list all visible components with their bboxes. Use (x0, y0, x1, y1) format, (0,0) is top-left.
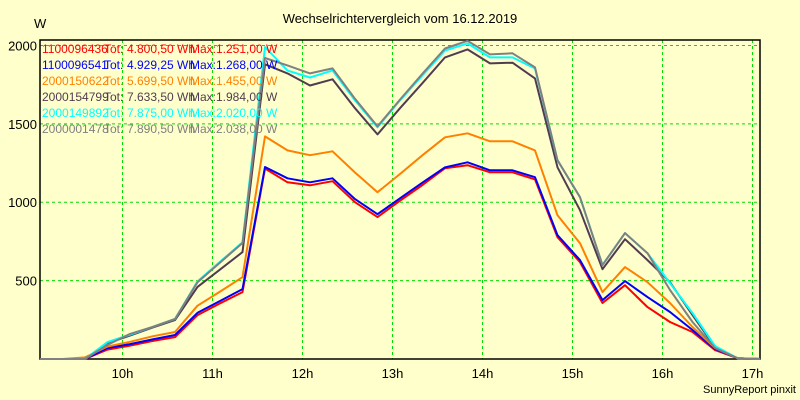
legend-tot: 7.890,50 Wh (127, 122, 196, 136)
x-tick-label: 15h (562, 366, 584, 381)
legend-name: 1100096541 (42, 58, 108, 72)
legend-max-label: Max: (190, 42, 217, 56)
series-line-1100096436 (40, 164, 761, 360)
plot-frame (39, 39, 761, 360)
legend-name: 2000150622 (42, 74, 109, 88)
legend-tot-label: Tot: (104, 58, 124, 72)
legend-tot: 7.633,50 Wh (127, 90, 196, 104)
legend-tot: 5.699,50 Wh (127, 74, 196, 88)
legend-tot: 7.875,00 Wh (127, 106, 196, 120)
legend-name: 2000001478 (42, 122, 109, 136)
y-axis-unit: W (34, 16, 47, 31)
legend-max: 1.251,00 W (216, 42, 278, 56)
legend-max-label: Max: (190, 106, 217, 120)
series-line-2000001478 (40, 39, 761, 360)
x-tick-label: 13h (382, 366, 404, 381)
x-tick-label: 12h (292, 366, 314, 381)
x-tick-label: 16h (652, 366, 674, 381)
credit-text: SunnyReport pinxit (703, 384, 796, 396)
y-tick-label: 500 (15, 274, 37, 289)
legend-max-label: Max: (190, 90, 217, 104)
x-tick-label: 17h (742, 366, 764, 381)
legend-name: 2000149892 (42, 106, 109, 120)
legend-max-label: Max: (190, 58, 217, 72)
legend-name: 2000154799 (42, 90, 109, 104)
legend-tot-label: Tot: (104, 74, 124, 88)
legend-tot: 4.929,25 Wh (127, 58, 196, 72)
y-tick-label: 1500 (8, 117, 37, 132)
legend-max: 1.268,00 W (216, 58, 278, 72)
x-tick-label: 10h (112, 366, 134, 381)
legend-max: 1.455,00 W (216, 74, 278, 88)
legend-max: 1.984,00 W (216, 90, 278, 104)
legend-max-label: Max: (190, 122, 217, 136)
legend-max: 2.038,00 W (216, 122, 278, 136)
x-tick-label: 14h (472, 366, 494, 381)
series-line-1100096541 (40, 161, 761, 360)
legend-tot-label: Tot: (104, 122, 124, 136)
x-tick-label: 11h (202, 366, 223, 381)
series-line-2000150622 (40, 132, 761, 360)
legend-max: 2.020,00 W (216, 106, 278, 120)
legend-tot: 4.800,50 Wh (127, 42, 196, 56)
legend-tot-label: Tot: (104, 90, 124, 104)
chart-title: Wechselrichtervergleich vom 16.12.2019 (282, 11, 518, 26)
legend-tot-label: Tot: (104, 42, 124, 56)
legend-name: 1100096436 (42, 42, 108, 56)
legend-max-label: Max: (190, 74, 217, 88)
legend-tot-label: Tot: (104, 106, 124, 120)
y-tick-label: 1000 (8, 195, 37, 210)
y-tick-label: 2000 (8, 38, 37, 53)
